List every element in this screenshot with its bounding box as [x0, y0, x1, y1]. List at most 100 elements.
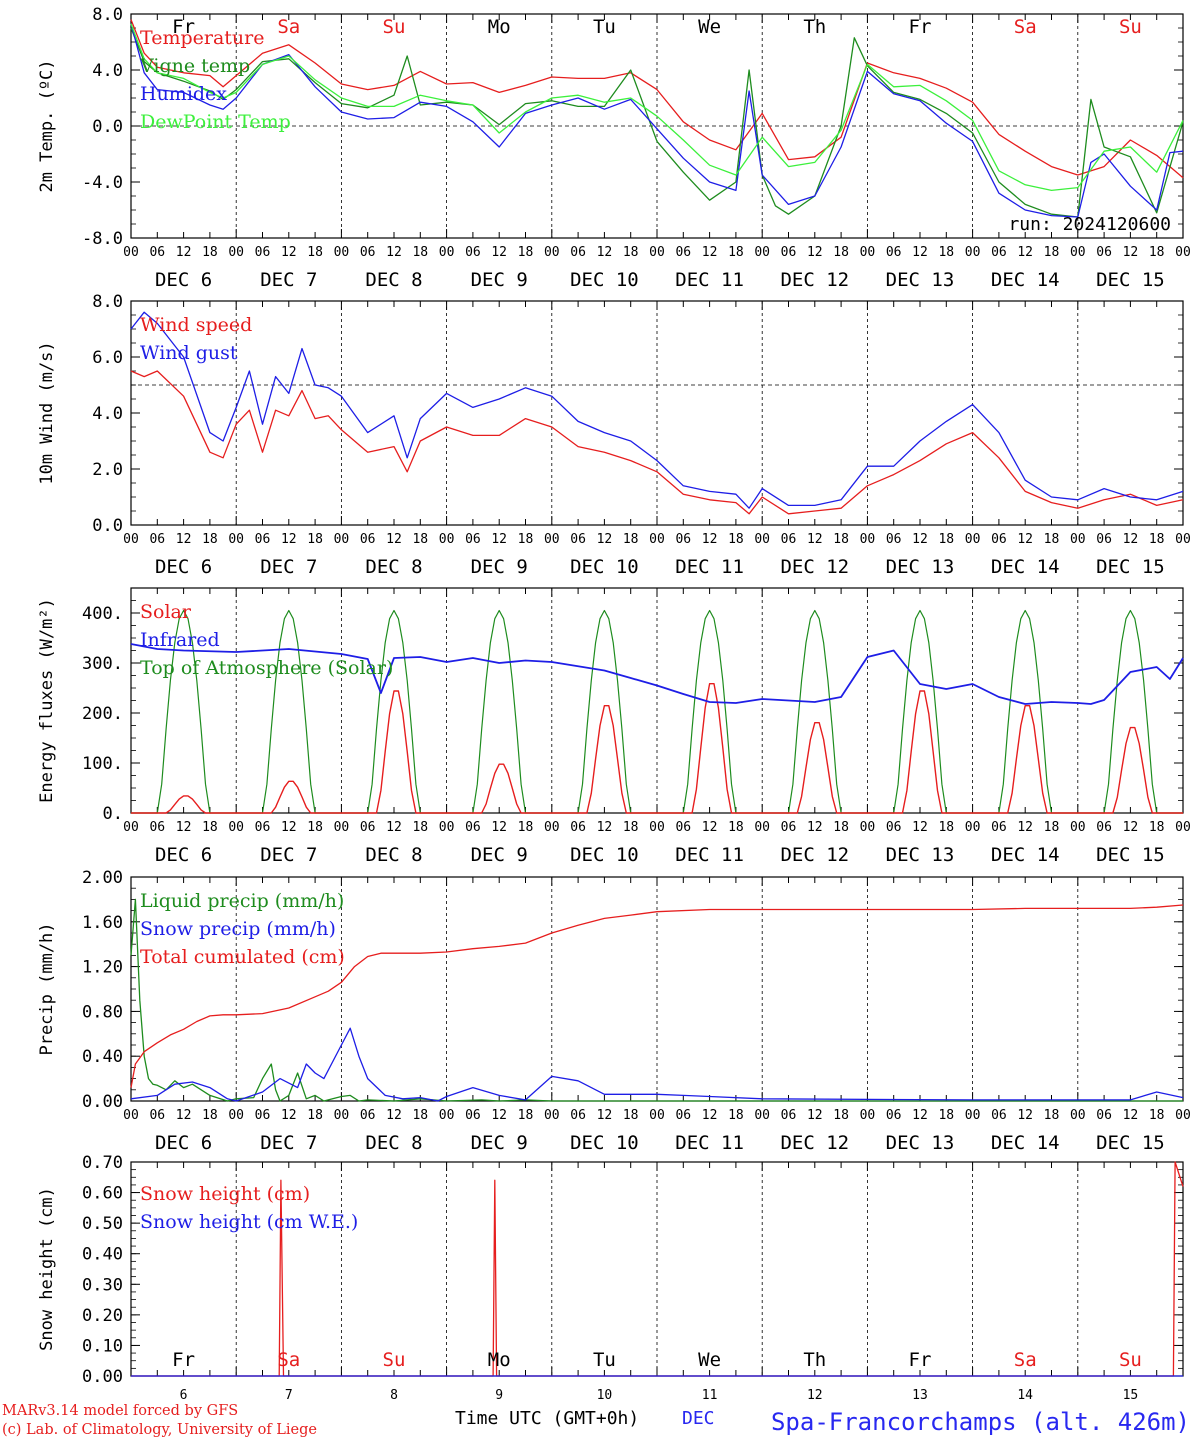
- hour-tick-label: 12: [597, 532, 613, 547]
- hour-tick-label: 06: [781, 245, 797, 260]
- series-line-dewpoint-temp: [130, 23, 1184, 192]
- legend-label: DewPoint Temp: [140, 111, 291, 133]
- day-name-top: We: [698, 16, 721, 38]
- hour-tick-label: 00: [439, 820, 455, 835]
- series-line-vigne-temp: [130, 27, 1184, 218]
- hour-tick-label: 06: [570, 532, 586, 547]
- hour-tick-label: 06: [360, 820, 376, 835]
- day-name-bottom: Tu: [593, 1349, 616, 1371]
- series-line-infrared: [130, 643, 1184, 705]
- hour-tick-label: 06: [1096, 1108, 1112, 1123]
- series-line-temperature: [130, 19, 1184, 179]
- hour-tick-label: 00: [754, 245, 770, 260]
- hour-tick-label: 18: [412, 820, 428, 835]
- date-label: DEC 11: [675, 556, 744, 578]
- y-tick-label: 1.60: [82, 913, 123, 933]
- date-label: DEC 8: [365, 1132, 422, 1154]
- hour-tick-label: 12: [702, 820, 718, 835]
- date-label: DEC 12: [780, 269, 849, 291]
- legend-label: Solar: [140, 601, 192, 623]
- run-annotation: run: 2024120600: [1008, 214, 1171, 235]
- hour-tick-label: 18: [938, 245, 954, 260]
- station-name: Spa-Francorchamps (alt. 426m): [771, 1408, 1190, 1436]
- hour-tick-label: 18: [202, 820, 218, 835]
- hour-tick-label: 00: [1070, 532, 1086, 547]
- hour-tick-label: 00: [544, 245, 560, 260]
- hour-tick-label: 18: [412, 532, 428, 547]
- y-axis-label: 10m Wind (m/s): [37, 341, 57, 484]
- hour-tick-label: 06: [149, 532, 165, 547]
- y-tick-label: 0.0: [92, 117, 123, 137]
- hour-tick-label: 12: [597, 245, 613, 260]
- hour-tick-label: 12: [386, 1108, 402, 1123]
- hour-tick-label: 18: [307, 245, 323, 260]
- hour-tick-label: 06: [465, 245, 481, 260]
- hour-tick-label: 06: [149, 820, 165, 835]
- hour-tick-label: 00: [860, 1108, 876, 1123]
- hour-tick-label: 06: [360, 245, 376, 260]
- hour-tick-label: 06: [781, 532, 797, 547]
- day-name-bottom: Sa: [277, 1349, 300, 1371]
- hour-tick-label: 12: [491, 820, 507, 835]
- y-tick-label: 0.30: [82, 1275, 123, 1295]
- y-tick-label: 400.: [82, 604, 123, 624]
- legend-label: Humidex: [140, 83, 227, 105]
- hour-tick-label: 06: [1096, 245, 1112, 260]
- hour-tick-label: 12: [807, 1108, 823, 1123]
- date-label: DEC 13: [886, 1132, 955, 1154]
- hour-tick-label: 18: [1149, 532, 1165, 547]
- series-line-liquid-precip-mm-h-: [130, 898, 1183, 1102]
- hour-tick-label: 18: [938, 532, 954, 547]
- date-label: DEC 12: [780, 844, 849, 866]
- date-label: DEC 8: [365, 556, 422, 578]
- hour-tick-label: 06: [991, 1108, 1007, 1123]
- hour-tick-label: 00: [1175, 820, 1191, 835]
- series-line-total-cumulated-cm-: [130, 904, 1184, 1088]
- hour-tick-label: 06: [255, 1108, 271, 1123]
- hour-tick-label: 00: [439, 532, 455, 547]
- hour-tick-label: 06: [886, 1108, 902, 1123]
- date-label: DEC 7: [260, 269, 317, 291]
- date-label: DEC 15: [1096, 269, 1165, 291]
- hour-tick-label: 12: [807, 820, 823, 835]
- hour-tick-label: 00: [544, 1108, 560, 1123]
- hour-tick-label: 00: [754, 1108, 770, 1123]
- hour-tick-label: 12: [912, 1108, 928, 1123]
- legend-label: Total cumulated (cm): [140, 946, 345, 968]
- series-line-humidex: [130, 23, 1184, 218]
- hour-tick-label: 06: [886, 532, 902, 547]
- hour-tick-label: 00: [123, 820, 139, 835]
- hour-tick-label: 18: [833, 532, 849, 547]
- hour-tick-label: 18: [728, 245, 744, 260]
- day-number: 10: [597, 1388, 613, 1403]
- hour-tick-label: 12: [176, 245, 192, 260]
- hour-tick-label: 18: [202, 1108, 218, 1123]
- hour-tick-label: 06: [255, 820, 271, 835]
- legend-label: Wind gust: [140, 342, 238, 364]
- hour-tick-label: 12: [1017, 1108, 1033, 1123]
- hour-tick-label: 18: [728, 1108, 744, 1123]
- hour-tick-label: 12: [176, 820, 192, 835]
- date-label: DEC 10: [570, 844, 639, 866]
- day-name-top: Th: [803, 16, 826, 38]
- hour-tick-label: 18: [623, 820, 639, 835]
- hour-tick-label: 18: [1044, 820, 1060, 835]
- series-line-snow-height-cm-: [131, 1161, 1184, 1377]
- hour-tick-label: 12: [491, 532, 507, 547]
- hour-tick-label: 18: [412, 1108, 428, 1123]
- hour-tick-label: 18: [728, 820, 744, 835]
- y-tick-label: 0.50: [82, 1214, 123, 1234]
- date-label: DEC 14: [991, 556, 1060, 578]
- hour-tick-label: 06: [675, 820, 691, 835]
- legend-label: Wind speed: [140, 314, 252, 336]
- day-number: 8: [390, 1388, 398, 1403]
- day-number: 14: [1017, 1388, 1033, 1403]
- hour-tick-label: 00: [228, 1108, 244, 1123]
- y-axis-label: Precip (mm/h): [37, 922, 57, 1055]
- hour-tick-label: 06: [465, 820, 481, 835]
- footer-lab-text: (c) Lab. of Climatology, University of L…: [2, 1422, 317, 1438]
- hour-tick-label: 12: [597, 1108, 613, 1123]
- legend-label: Infrared: [140, 629, 220, 651]
- legend-label: Vigne temp: [139, 55, 250, 77]
- hour-tick-label: 12: [1123, 532, 1139, 547]
